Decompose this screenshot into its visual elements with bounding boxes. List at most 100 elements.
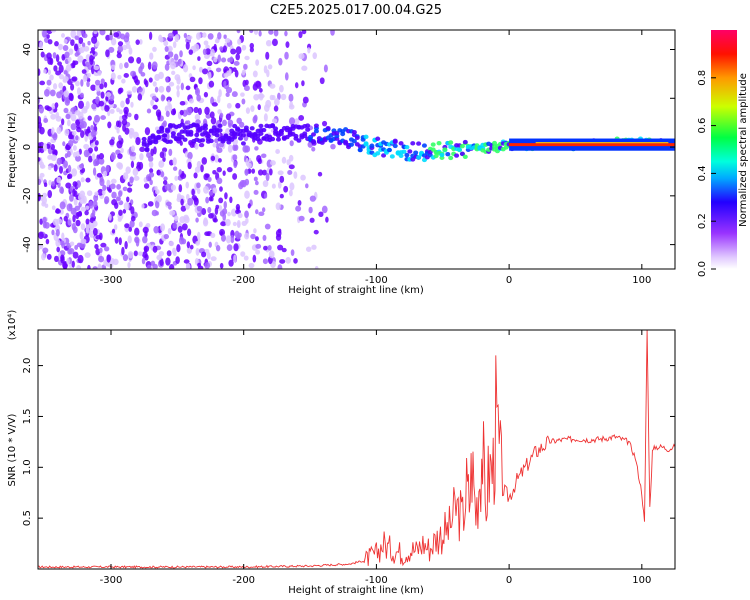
noise-blob	[123, 73, 129, 78]
noise-blob	[148, 155, 154, 163]
noise-blob	[178, 58, 182, 65]
noise-blob	[165, 257, 171, 266]
noise-blob	[201, 157, 208, 165]
ridge-blob	[363, 134, 369, 140]
noise-blob	[254, 146, 259, 151]
noise-blob	[155, 109, 162, 118]
noise-blob	[215, 245, 221, 252]
noise-blob	[249, 47, 254, 53]
noise-blob	[186, 35, 193, 40]
noise-blob	[265, 172, 270, 182]
noise-blob	[263, 104, 270, 112]
noise-blob	[41, 196, 48, 205]
ridge-blob	[375, 136, 381, 141]
noise-blob	[72, 106, 77, 112]
noise-blob	[289, 182, 295, 191]
noise-blob	[72, 145, 77, 151]
noise-blob	[208, 212, 214, 219]
noise-blob	[232, 221, 237, 227]
noise-blob	[117, 153, 123, 160]
noise-blob	[255, 243, 262, 249]
ridge-blob	[275, 137, 281, 142]
noise-blob	[196, 231, 201, 241]
ridge-blob	[369, 143, 375, 148]
noise-blob	[219, 228, 226, 237]
ridge-blob	[167, 139, 173, 144]
colorbar-tick-label: 0.0	[697, 261, 708, 277]
noise-blob	[38, 105, 45, 114]
noise-blob	[233, 144, 239, 151]
noise-blob	[124, 127, 130, 135]
ridge-blob	[273, 126, 279, 131]
ridge-blob	[255, 137, 261, 142]
noise-blob	[54, 102, 59, 108]
ridge-blob	[404, 152, 410, 158]
noise-blob	[323, 64, 328, 73]
noise-blob	[244, 232, 250, 240]
noise-blob	[75, 219, 81, 227]
noise-blob	[289, 140, 294, 147]
spectrogram-ytick-label: 20	[22, 92, 33, 105]
noise-blob	[280, 93, 287, 101]
spectrogram-ylabel: Frequency (Hz)	[7, 112, 18, 188]
noise-blob	[113, 224, 118, 231]
noise-blob	[68, 133, 74, 140]
noise-blob	[51, 127, 55, 135]
ridge-blob	[456, 147, 462, 152]
snr-frame	[37, 329, 676, 570]
noise-blob	[46, 52, 52, 60]
noise-blob	[72, 60, 79, 66]
noise-blob	[273, 105, 279, 112]
noise-blob	[46, 34, 50, 39]
noise-blob	[268, 30, 274, 35]
noise-blob	[258, 211, 265, 216]
noise-blob	[81, 107, 88, 114]
noise-blob	[98, 157, 105, 165]
noise-blob	[80, 130, 85, 139]
noise-blob	[216, 177, 223, 185]
noise-blob	[128, 47, 133, 55]
noise-blob	[169, 210, 176, 216]
noise-blob	[42, 69, 47, 74]
noise-blob	[153, 226, 159, 234]
noise-blob	[268, 250, 275, 259]
noise-blob	[266, 69, 270, 78]
noise-blob	[90, 129, 97, 138]
noise-blob	[87, 147, 94, 154]
noise-blob	[127, 251, 134, 259]
noise-blob	[56, 246, 61, 253]
noise-blob	[69, 93, 74, 102]
noise-blob	[121, 119, 128, 126]
snr-line	[38, 330, 675, 569]
noise-blob	[125, 166, 131, 174]
noise-blob	[294, 118, 300, 125]
noise-blob	[71, 76, 78, 82]
noise-blob	[188, 49, 194, 55]
noise-blob	[94, 79, 101, 86]
noise-blob	[207, 33, 214, 40]
ridge-blob	[261, 127, 267, 133]
noise-blob	[51, 181, 56, 187]
noise-blob	[118, 109, 123, 115]
noise-blob	[80, 223, 86, 231]
noise-blob	[284, 72, 289, 81]
noise-blob	[218, 89, 222, 98]
noise-blob	[120, 100, 125, 108]
ridge-blob	[416, 141, 422, 146]
noise-blob	[279, 193, 284, 199]
noise-blob	[253, 114, 258, 122]
ridge-blob	[270, 123, 276, 128]
noise-blob	[91, 36, 98, 44]
snr-xtick-label: 0	[506, 575, 512, 586]
noise-blob	[185, 181, 190, 189]
noise-blob	[277, 228, 282, 234]
noise-blob	[72, 188, 76, 197]
noise-blob	[86, 72, 91, 78]
noise-blob	[288, 189, 293, 197]
noise-blob	[270, 160, 276, 166]
noise-blob	[186, 107, 193, 116]
noise-blob	[239, 121, 245, 128]
noise-blob	[162, 180, 168, 185]
noise-blob	[271, 118, 278, 124]
noise-blob	[185, 85, 191, 91]
